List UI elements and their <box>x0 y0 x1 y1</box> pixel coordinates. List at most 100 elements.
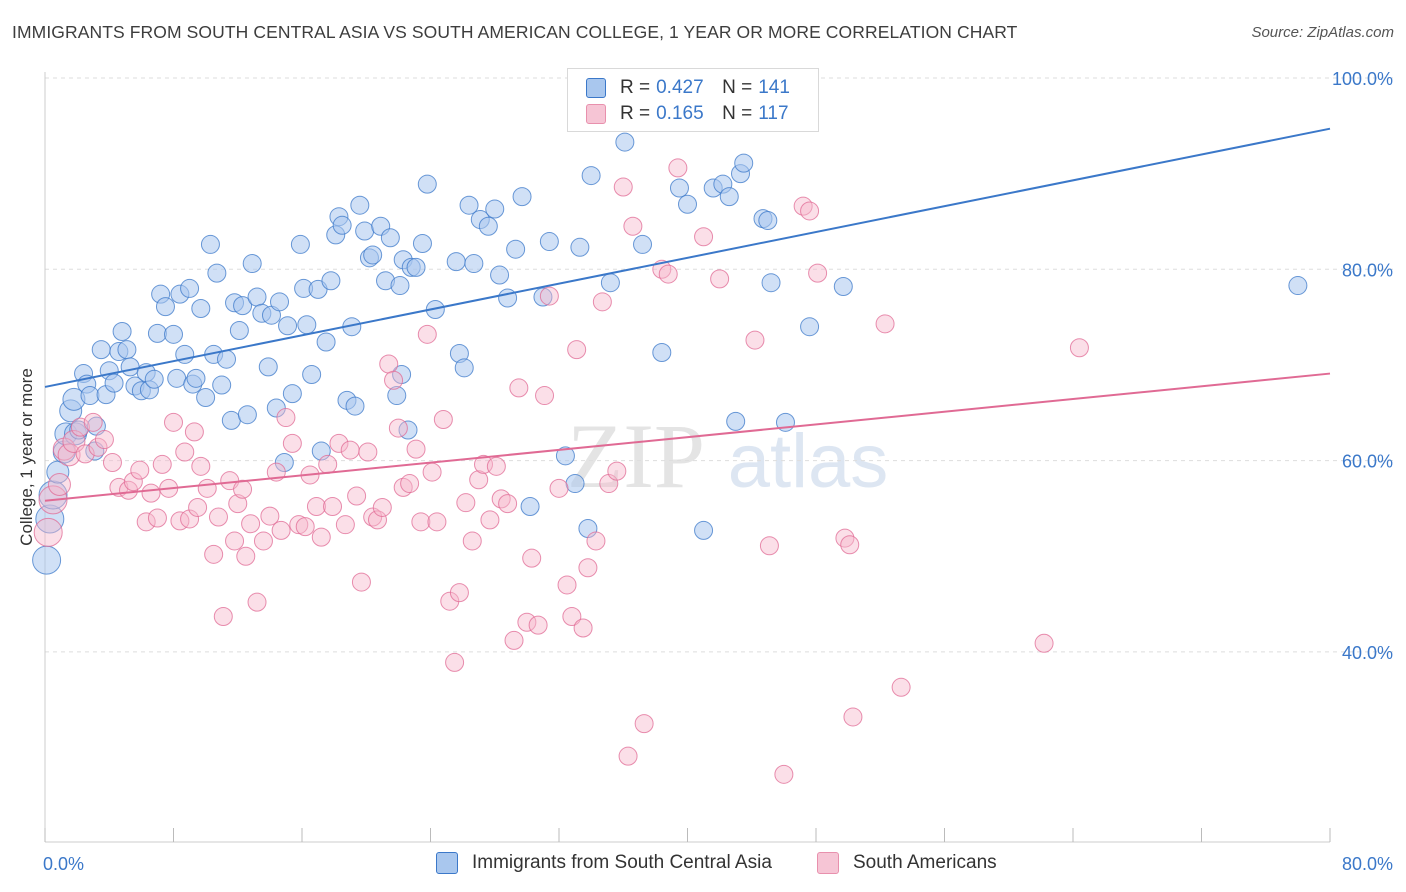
pink-point <box>535 386 555 406</box>
pink-point <box>180 509 200 529</box>
pink-point <box>462 531 482 551</box>
blue-point <box>278 316 298 336</box>
pink-point <box>175 442 195 462</box>
pink-point <box>188 497 208 517</box>
pink-point <box>241 514 261 534</box>
pink-point <box>557 575 577 595</box>
blue-point <box>117 340 137 360</box>
blue-point <box>412 233 432 253</box>
blue-point <box>212 375 232 395</box>
pink-point <box>710 269 730 289</box>
pink-point <box>528 615 548 635</box>
pink-point <box>289 515 309 535</box>
blue-point <box>91 340 111 360</box>
blue-point <box>406 257 426 277</box>
pink-point <box>509 378 529 398</box>
pink-point <box>94 430 114 450</box>
blue-point <box>247 287 267 307</box>
pink-point <box>329 433 349 453</box>
blue-point <box>694 520 714 540</box>
pink-point <box>456 493 476 513</box>
blue-point <box>120 357 140 377</box>
blue-point <box>652 343 672 363</box>
blue-point <box>196 387 216 407</box>
blue-point <box>147 323 167 343</box>
blue-point <box>387 386 407 406</box>
blue-point <box>242 254 262 274</box>
legend-label: South Americans <box>853 852 997 873</box>
pink-point <box>282 433 302 453</box>
blue-point <box>217 349 237 369</box>
pink-point <box>433 409 453 429</box>
pink-point <box>613 177 633 197</box>
blue-point <box>350 195 370 215</box>
chart-title: IMMIGRANTS FROM SOUTH CENTRAL ASIA VS SO… <box>12 22 1018 42</box>
blue-point <box>266 398 286 418</box>
source-credit: Source: ZipAtlas.com <box>1251 24 1394 41</box>
blue-point <box>600 273 620 293</box>
blue-point <box>186 368 206 388</box>
blue-point <box>800 317 820 337</box>
blue-point <box>758 211 778 231</box>
blue-point <box>321 271 341 291</box>
pink-point <box>623 216 643 236</box>
pink-point <box>504 630 524 650</box>
blue-point <box>32 545 62 575</box>
pink-point <box>835 528 855 548</box>
blue-point <box>164 324 183 344</box>
pink-point <box>295 517 315 537</box>
y-tick-label: 80.0% <box>1342 260 1393 280</box>
pink-point <box>213 607 233 627</box>
pink-point <box>388 418 408 438</box>
blue-point <box>533 287 553 307</box>
pink-point <box>694 227 714 247</box>
pink-trend-line <box>44 372 1331 502</box>
pink-point <box>592 292 612 312</box>
pink-point <box>417 324 437 344</box>
blue-point <box>80 386 100 406</box>
blue-point <box>180 278 200 298</box>
blue-point <box>734 153 754 173</box>
r-label: R = <box>620 103 651 124</box>
blue-point <box>302 365 322 385</box>
series-legend: Immigrants from South Central Asia South… <box>0 852 1406 878</box>
blue-point <box>316 332 336 352</box>
pink-point <box>668 158 688 178</box>
blue-point <box>459 195 479 215</box>
blue-point <box>167 368 187 388</box>
pink-point <box>276 408 296 428</box>
blue-point <box>1288 276 1308 296</box>
n-label: N = <box>722 103 753 124</box>
pink-point <box>147 508 167 528</box>
pink-point <box>233 479 253 499</box>
pink-point <box>469 470 489 490</box>
blue-swatch-icon <box>436 852 458 874</box>
pink-point <box>228 494 248 514</box>
pink-point <box>498 494 518 514</box>
blue-point <box>565 474 585 494</box>
pink-point <box>372 497 392 517</box>
blue-point <box>570 237 590 257</box>
watermark-zip: ZIP <box>567 405 705 507</box>
blue-point <box>258 357 278 377</box>
blue-point <box>454 358 474 378</box>
pink-point <box>47 473 71 497</box>
pink-point <box>164 412 183 432</box>
pink-point <box>400 474 420 494</box>
pink-point <box>253 531 273 551</box>
pink-point <box>808 263 828 283</box>
blue-point <box>363 245 383 265</box>
pink-swatch-icon <box>817 852 839 874</box>
pink-point <box>306 497 326 517</box>
y-tick-label: 40.0% <box>1342 643 1393 663</box>
blue-point <box>761 273 781 293</box>
pink-point <box>840 535 860 555</box>
pink-point <box>236 546 256 566</box>
pink-point <box>1069 338 1089 358</box>
blue-point <box>380 228 400 248</box>
blue-point <box>512 187 532 207</box>
pink-point <box>774 764 794 784</box>
blue-point <box>155 297 175 317</box>
r-value: 0.427 <box>656 77 704 98</box>
blue-trend-line <box>44 127 1331 388</box>
